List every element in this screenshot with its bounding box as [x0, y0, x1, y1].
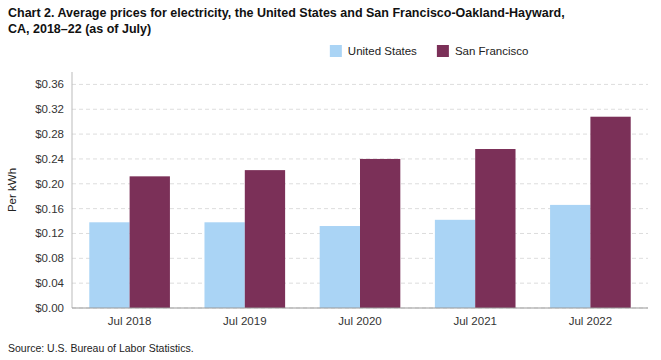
y-tick-label: $0.36 — [35, 78, 64, 90]
bar — [204, 222, 244, 308]
x-axis-line — [72, 308, 648, 309]
bar — [435, 220, 475, 308]
grid-line — [72, 109, 648, 110]
y-axis-label: Per kWh — [6, 168, 18, 212]
y-tick-label: $0.24 — [35, 153, 64, 165]
legend-swatch — [330, 45, 342, 57]
x-tick-label: Jul 2022 — [569, 315, 612, 327]
grid-line — [72, 84, 648, 85]
bar — [360, 159, 400, 308]
grid-line — [72, 308, 648, 309]
bar — [320, 226, 360, 308]
y-tick-label: $0.12 — [35, 227, 64, 239]
background — [0, 0, 661, 360]
legend-label: San Francisco — [455, 45, 529, 57]
y-tick-label: $0.00 — [35, 302, 64, 314]
grid-line — [72, 134, 648, 135]
bar — [245, 170, 285, 308]
y-tick-label: $0.32 — [35, 103, 64, 115]
x-tick-label: Jul 2018 — [108, 315, 151, 327]
y-tick-label: $0.04 — [35, 277, 64, 289]
bar — [130, 176, 170, 308]
x-tick-label: Jul 2020 — [338, 315, 381, 327]
bar — [89, 222, 129, 308]
bar — [550, 205, 590, 308]
legend: United States San Francisco — [330, 45, 529, 57]
bar — [590, 117, 630, 308]
y-tick-label: $0.20 — [35, 178, 64, 190]
chart: Chart 2. Average prices for electricity,… — [0, 0, 661, 360]
y-tick-label: $0.16 — [35, 203, 64, 215]
legend-swatch — [437, 45, 449, 57]
y-tick-label: $0.28 — [35, 128, 64, 140]
bar — [475, 149, 515, 308]
y-tick-label: $0.08 — [35, 252, 64, 264]
source-note: Source: U.S. Bureau of Labor Statistics. — [8, 342, 194, 354]
x-tick-label: Jul 2021 — [453, 315, 496, 327]
legend-label: United States — [348, 45, 417, 57]
x-tick-label: Jul 2019 — [223, 315, 266, 327]
subtitle: CA, 2018–22 (as of July) — [8, 22, 151, 36]
grid — [72, 84, 648, 308]
title: Chart 2. Average prices for electricity,… — [8, 6, 565, 20]
y-axis-line — [72, 72, 73, 308]
